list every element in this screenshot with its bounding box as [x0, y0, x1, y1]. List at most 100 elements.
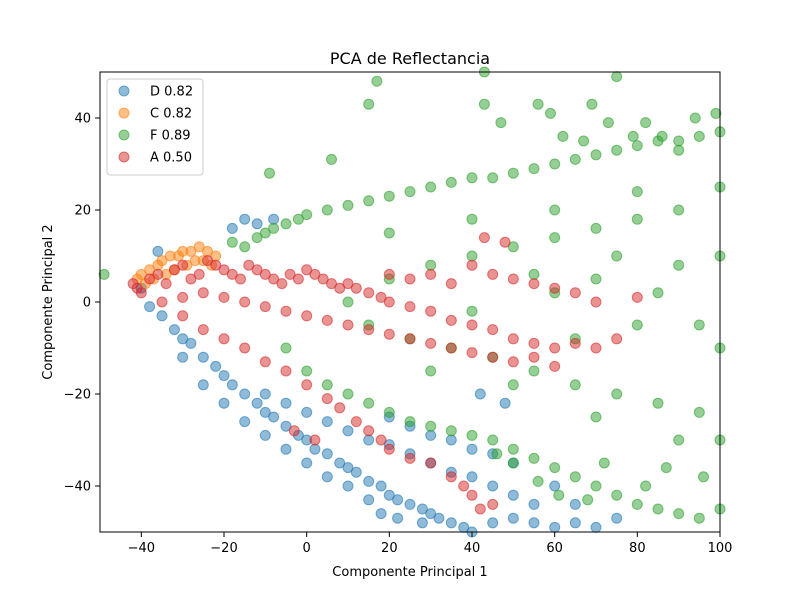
scatter-point	[185, 273, 197, 285]
scatter-point	[342, 319, 354, 331]
scatter-point	[280, 397, 292, 409]
scatter-point	[156, 296, 168, 308]
scatter-point	[499, 397, 511, 409]
scatter-point	[507, 512, 519, 524]
scatter-point	[425, 508, 437, 520]
scatter-point	[239, 342, 251, 354]
scatter-point	[487, 268, 499, 280]
scatter-point	[239, 296, 251, 308]
scatter-point	[590, 273, 602, 285]
scatter-point	[590, 521, 602, 533]
scatter-point	[197, 351, 209, 363]
scatter-point	[710, 107, 722, 119]
scatter-point	[590, 411, 602, 423]
scatter-point	[235, 273, 246, 285]
scatter-point	[528, 517, 540, 529]
scatter-point	[350, 416, 362, 428]
scatter-point	[276, 278, 288, 290]
scatter-point	[152, 268, 164, 280]
scatter-point	[321, 448, 333, 460]
x-axis-label: Componente Principal 1	[332, 565, 487, 580]
legend-label: A 0.50	[150, 151, 192, 166]
scatter-point	[321, 379, 333, 391]
legend-marker	[118, 85, 130, 97]
scatter-point	[268, 222, 280, 234]
scatter-point	[673, 144, 685, 156]
scatter-point	[193, 268, 205, 280]
scatter-point	[549, 204, 561, 216]
scatter-point	[177, 259, 189, 271]
scatter-point	[507, 379, 519, 391]
scatter-point	[264, 167, 275, 179]
scatter-point	[210, 360, 222, 372]
scatter-point	[507, 443, 519, 455]
scatter-point	[239, 241, 251, 253]
scatter-point	[404, 301, 416, 313]
scatter-point	[334, 282, 346, 294]
scatter-point	[156, 255, 168, 267]
scatter-point	[590, 342, 602, 354]
scatter-point	[280, 218, 292, 230]
scatter-point	[487, 498, 499, 510]
scatter-point	[652, 503, 664, 515]
scatter-point	[375, 508, 387, 520]
scatter-point	[507, 241, 519, 253]
scatter-point	[660, 462, 672, 474]
scatter-point	[545, 107, 556, 119]
scatter-point	[466, 443, 478, 455]
scatter-point	[226, 268, 238, 280]
scatter-point	[528, 278, 540, 290]
scatter-point	[528, 163, 540, 175]
scatter-point	[458, 480, 470, 492]
scatter-point	[532, 98, 544, 110]
scatter-point	[507, 273, 519, 285]
scatter-point	[611, 250, 623, 262]
x-tick-label: 60	[546, 541, 563, 556]
scatter-point	[375, 291, 387, 303]
scatter-point	[309, 434, 321, 446]
scatter-point	[569, 287, 581, 299]
scatter-point	[280, 443, 292, 455]
scatter-point	[292, 273, 304, 285]
scatter-point	[342, 480, 354, 492]
scatter-point	[259, 227, 271, 239]
scatter-point	[268, 411, 280, 423]
scatter-point	[193, 241, 205, 253]
scatter-point	[507, 489, 519, 501]
scatter-point	[218, 333, 230, 345]
scatter-point	[160, 278, 172, 290]
scatter-point	[144, 273, 156, 285]
scatter-point	[487, 480, 499, 492]
scatter-point	[549, 342, 561, 354]
scatter-point	[218, 264, 230, 276]
scatter-point	[226, 236, 238, 248]
scatter-point	[487, 172, 499, 184]
scatter-point	[392, 512, 404, 524]
scatter-point	[445, 434, 457, 446]
scatter-point	[611, 144, 623, 156]
scatter-point	[135, 268, 147, 280]
scatter-point	[507, 356, 519, 368]
scatter-point	[280, 365, 292, 377]
scatter-point	[528, 351, 540, 363]
scatter-point	[334, 457, 346, 469]
scatter-point	[284, 268, 296, 280]
scatter-point	[321, 314, 333, 326]
scatter-point	[433, 512, 445, 524]
scatter-point	[342, 296, 354, 308]
scatter-point	[168, 264, 180, 276]
scatter-point	[631, 213, 643, 225]
scatter-point	[239, 388, 251, 400]
scatter-point	[425, 259, 437, 271]
scatter-point	[404, 273, 416, 285]
y-tick-label: −40	[64, 480, 91, 495]
scatter-point	[652, 397, 664, 409]
scatter-point	[549, 521, 561, 533]
x-axis: −40 −20 0 20 40 60 80 100	[128, 532, 732, 556]
scatter-point	[301, 457, 313, 469]
x-tick-label: 40	[464, 541, 481, 556]
scatter-point	[627, 130, 639, 142]
scatter-point	[197, 287, 209, 299]
scatter-point	[693, 406, 705, 418]
scatter-point	[383, 190, 395, 202]
